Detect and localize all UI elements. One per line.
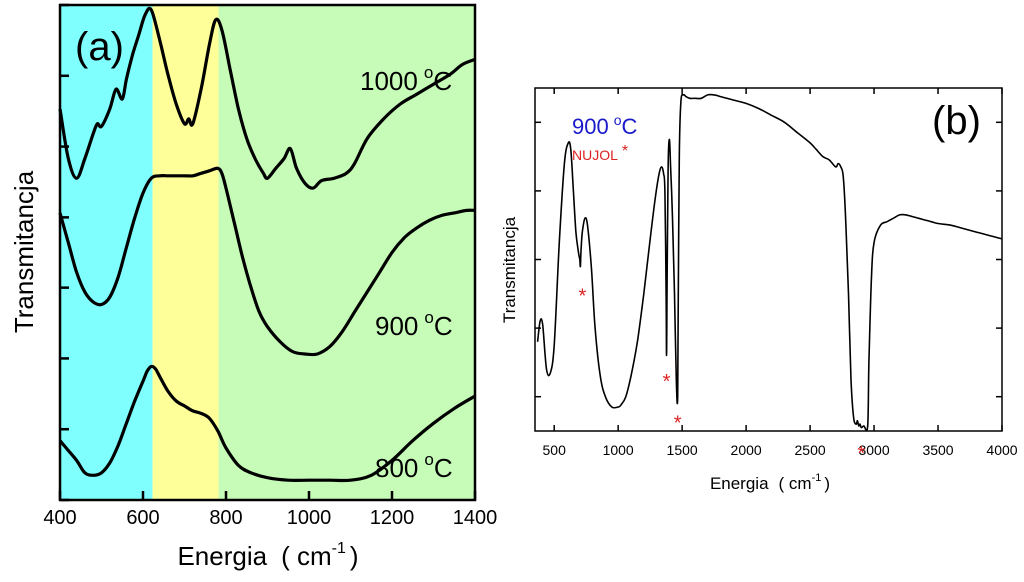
b-legend-title-unit: C [622, 114, 638, 139]
b-x-axis-title: Energia ( cm-1) [710, 472, 830, 493]
b-legend-note-star: * [622, 143, 628, 160]
b-y-ticks [535, 121, 1002, 398]
b-series-line-0 [536, 93, 1003, 432]
a-label-800C: 800 oC [375, 450, 453, 483]
a-color-bands [60, 5, 475, 500]
a-x-ticks: 400 600 800 1000 1200 1400 [43, 491, 497, 529]
a-y-ticks [60, 3, 69, 502]
a-x-tick-label-3: 1000 [287, 507, 332, 529]
b-x-tick-label-6: 3500 [922, 442, 953, 458]
a-label-800C-degree: o [424, 450, 433, 469]
b-legend-title-degree: o [614, 112, 622, 128]
a-band-1 [60, 5, 153, 500]
a-series-line-1 [58, 166, 476, 357]
b-x-axis-title-unit-exp: -1 [812, 472, 822, 484]
a-panel-label: (a) [75, 25, 124, 69]
b-x-tick-label-2: 1500 [667, 442, 698, 458]
a-series-group [58, 6, 476, 483]
nujol-star-1378: * [663, 371, 671, 393]
a-label-1000C-degree: o [424, 63, 433, 82]
b-series-group [536, 93, 1003, 432]
a-x-tick-label-1: 600 [126, 507, 159, 529]
a-band-3 [218, 5, 475, 500]
a-series-line-2 [58, 364, 476, 483]
b-x-axis-title-unit-open: ( cm [779, 474, 812, 493]
b-x-tick-label-4: 2500 [795, 442, 826, 458]
a-label-900C-value: 900 [375, 311, 418, 341]
b-x-tick-label-1: 1000 [603, 442, 634, 458]
b-legend-note-text: NUJOL [572, 147, 618, 163]
b-legend-note: NUJOL * [572, 143, 628, 163]
a-y-axis-title: Transmitancja [9, 170, 39, 333]
a-x-axis-title-unit-exp: -1 [332, 540, 346, 557]
a-band-2 [152, 5, 219, 500]
a-label-900C-unit: C [434, 311, 453, 341]
a-label-1000C: 1000 oC [360, 63, 452, 96]
b-annotations: **** [578, 285, 865, 465]
a-x-axis-title-unit-close: ) [350, 541, 359, 571]
b-y-axis-title: Transmitancja [500, 216, 519, 323]
b-x-axis-title-unit-close: ) [824, 474, 830, 493]
b-panel-label: (b) [932, 99, 981, 143]
a-label-1000C-value: 1000 [360, 66, 418, 96]
a-x-tick-label-0: 400 [43, 507, 76, 529]
a-label-1000C-unit: C [433, 66, 452, 96]
a-x-axis-title-unit-open: ( cm [281, 541, 332, 571]
b-x-axis-title-word: Energia [710, 474, 769, 493]
a-x-axis-title: Energia ( cm-1) [177, 540, 358, 571]
a-label-900C: 900 oC [375, 308, 453, 341]
a-label-800C-unit: C [434, 453, 453, 483]
nujol-star-2900: * [857, 443, 865, 465]
a-x-tick-label-5: 1400 [453, 507, 498, 529]
nujol-star-1465: * [674, 412, 682, 434]
a-x-tick-label-4: 1200 [370, 507, 415, 529]
nujol-star-720: * [578, 285, 586, 307]
a-plot-frame [58, 3, 477, 502]
panel-b: 500 1000 1500 2000 2500 3000 3500 4000 **** (b)… [500, 87, 1018, 493]
b-legend-title: 900 oC [572, 112, 638, 139]
panel-a: 400 600 800 1000 1200 1400 (a) 1000 oC 900 oC 8… [9, 3, 497, 571]
a-x-tick-label-2: 800 [209, 507, 242, 529]
a-label-800C-value: 800 [375, 453, 418, 483]
b-x-tick-label-3: 2000 [731, 442, 762, 458]
a-label-900C-degree: o [424, 308, 433, 327]
b-x-ticks: 500 1000 1500 2000 2500 3000 3500 4000 [543, 88, 1018, 458]
a-x-axis-title-word: Energia [177, 541, 267, 571]
a-series-line-0 [58, 6, 476, 190]
b-x-tick-label-5: 3000 [858, 442, 889, 458]
b-legend-title-value: 900 [572, 114, 609, 139]
b-x-tick-label-7: 4000 [986, 442, 1017, 458]
b-x-tick-label-0: 500 [543, 442, 567, 458]
